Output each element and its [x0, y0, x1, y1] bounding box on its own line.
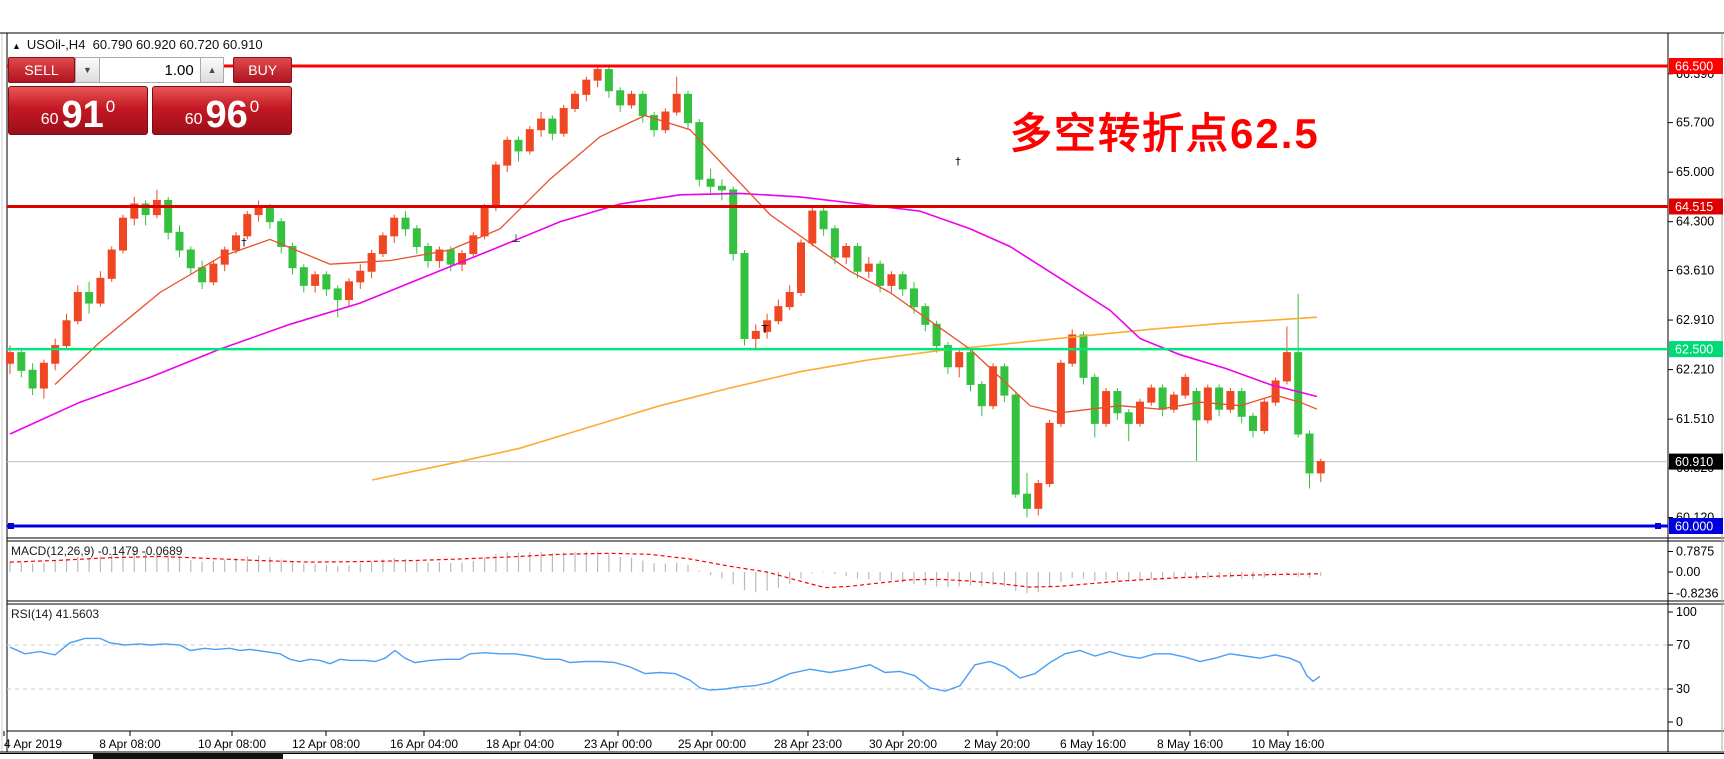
svg-text:62.910: 62.910 — [1676, 313, 1714, 327]
svg-text:23 Apr 00:00: 23 Apr 00:00 — [584, 737, 652, 751]
sell-price-tile[interactable]: 60 91 0 — [8, 86, 148, 135]
svg-text:64.515: 64.515 — [1675, 200, 1713, 214]
svg-text:2 May 20:00: 2 May 20:00 — [964, 737, 1030, 751]
svg-text:61.510: 61.510 — [1676, 412, 1714, 426]
svg-text:12 Apr 08:00: 12 Apr 08:00 — [292, 737, 360, 751]
svg-text:4 Apr 2019: 4 Apr 2019 — [4, 737, 62, 751]
svg-text:66.500: 66.500 — [1675, 60, 1713, 74]
buy-price-tile[interactable]: 60 96 0 — [152, 86, 292, 135]
svg-text:60.000: 60.000 — [1675, 520, 1713, 534]
svg-text:62.500: 62.500 — [1675, 343, 1713, 357]
symbol-title: USOil-,H4 — [26, 37, 86, 52]
svg-text:-0.8236: -0.8236 — [1676, 586, 1718, 600]
buy-button[interactable]: BUY — [233, 57, 292, 83]
volume-input[interactable] — [99, 57, 200, 83]
chevron-up-icon: ▲ — [207, 65, 217, 75]
svg-text:0: 0 — [1676, 715, 1683, 729]
svg-text:†: † — [955, 155, 961, 168]
macd-name: MACD(12,26,9) — [11, 544, 95, 558]
svg-text:16 Apr 04:00: 16 Apr 04:00 — [390, 737, 458, 751]
svg-text:T: T — [761, 323, 769, 336]
svg-text:18 Apr 04:00: 18 Apr 04:00 — [486, 737, 554, 751]
svg-text:10 May 16:00: 10 May 16:00 — [1252, 737, 1325, 751]
rsi-name: RSI(14) — [11, 607, 53, 621]
chevron-down-icon: ▼ — [82, 65, 92, 75]
svg-text:30 Apr 20:00: 30 Apr 20:00 — [869, 737, 937, 751]
svg-text:63.610: 63.610 — [1676, 264, 1714, 278]
svg-text:8 Apr 08:00: 8 Apr 08:00 — [99, 737, 161, 751]
svg-text:10 Apr 08:00: 10 Apr 08:00 — [198, 737, 266, 751]
svg-text:100: 100 — [1676, 605, 1697, 619]
buy-price-prefix: 60 — [184, 111, 203, 128]
macd-indicator-label: MACD(12,26,9) -0.1479 -0.0689 — [11, 544, 182, 558]
svg-text:6 May 16:00: 6 May 16:00 — [1060, 737, 1126, 751]
svg-text:28 Apr 23:00: 28 Apr 23:00 — [774, 737, 842, 751]
svg-text:62.210: 62.210 — [1676, 363, 1714, 377]
chart-header: ▲ USOil-,H4 60.790 60.920 60.720 60.910 — [12, 37, 263, 52]
svg-text:⊥: ⊥ — [511, 232, 521, 245]
buy-price-pip: 0 — [249, 97, 260, 116]
svg-text:60.910: 60.910 — [1675, 455, 1713, 469]
svg-text:0.00: 0.00 — [1676, 565, 1700, 579]
rsi-value: 41.5603 — [55, 607, 100, 621]
svg-text:65.000: 65.000 — [1676, 165, 1714, 179]
ohlc-values: 60.790 60.920 60.720 60.910 — [92, 37, 263, 52]
svg-text:25 Apr 00:00: 25 Apr 00:00 — [678, 737, 746, 751]
svg-text:65.700: 65.700 — [1676, 116, 1714, 130]
time-axis[interactable] — [0, 731, 1668, 752]
sell-price-pip: 0 — [105, 97, 116, 116]
svg-text:30: 30 — [1676, 682, 1690, 696]
collapse-arrow-icon[interactable]: ▲ — [12, 41, 21, 51]
rsi-indicator-label: RSI(14) 41.5603 — [11, 607, 99, 621]
volume-decrease-button[interactable]: ▼ — [75, 57, 100, 83]
buy-price-main: 96 — [205, 93, 248, 136]
svg-text:†: † — [241, 236, 247, 249]
sell-button[interactable]: SELL — [8, 57, 76, 83]
svg-text:64.300: 64.300 — [1676, 215, 1714, 229]
macd-values: -0.1479 -0.0689 — [97, 544, 183, 558]
svg-text:70: 70 — [1676, 638, 1690, 652]
svg-text:8 May 16:00: 8 May 16:00 — [1157, 737, 1223, 751]
price-axis[interactable] — [1668, 33, 1724, 752]
sell-price-main: 91 — [61, 93, 104, 136]
sell-price-prefix: 60 — [40, 111, 59, 128]
horizontal-scrollbar-thumb[interactable] — [93, 753, 283, 759]
volume-increase-button[interactable]: ▲ — [199, 57, 225, 83]
svg-text:0.7875: 0.7875 — [1676, 545, 1714, 559]
one-click-trading-panel: SELL ▼ ▲ BUY 60 91 0 60 96 0 — [8, 57, 292, 135]
